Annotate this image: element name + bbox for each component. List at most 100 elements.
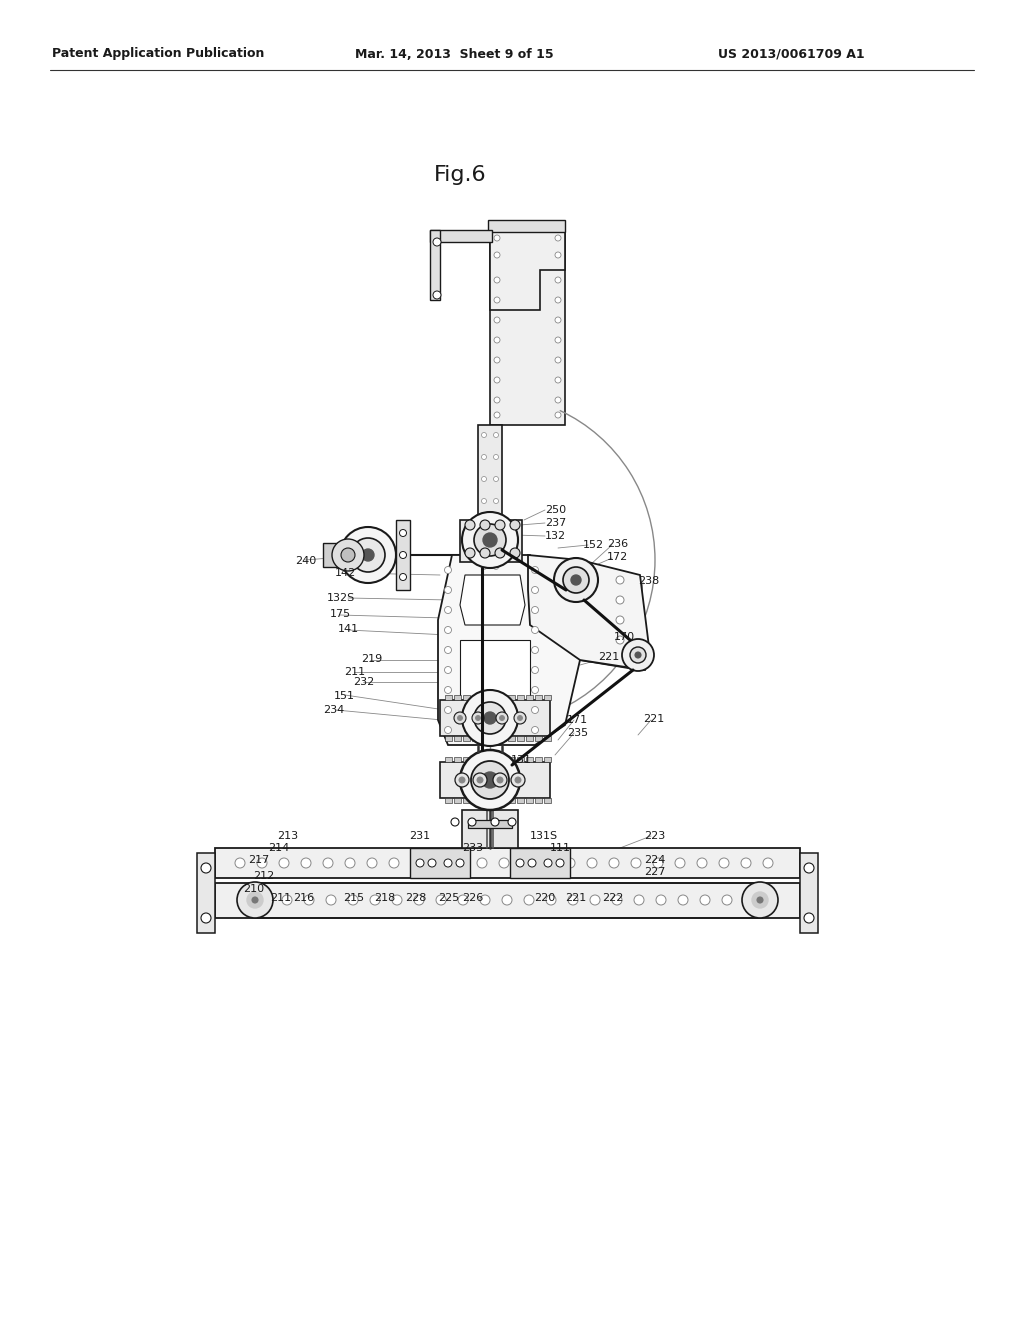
Circle shape: [455, 858, 465, 869]
Bar: [460, 640, 530, 700]
Circle shape: [521, 858, 531, 869]
Bar: [490, 737, 497, 741]
Circle shape: [587, 858, 597, 869]
Text: 216: 216: [293, 894, 314, 903]
Circle shape: [494, 454, 499, 459]
Circle shape: [555, 378, 561, 383]
Circle shape: [508, 818, 516, 826]
Bar: [499, 737, 506, 741]
Circle shape: [462, 690, 518, 746]
Circle shape: [341, 548, 355, 562]
Text: 221: 221: [565, 894, 587, 903]
Circle shape: [494, 520, 499, 525]
Bar: [215, 847, 800, 878]
Circle shape: [515, 777, 521, 783]
Circle shape: [722, 895, 732, 906]
Text: 236: 236: [607, 539, 628, 549]
Circle shape: [555, 277, 561, 282]
Circle shape: [301, 858, 311, 869]
Circle shape: [531, 627, 539, 634]
Circle shape: [531, 606, 539, 614]
Text: 221: 221: [643, 714, 665, 723]
Circle shape: [502, 895, 512, 906]
Bar: [544, 756, 551, 762]
Text: Fig.6: Fig.6: [434, 165, 486, 185]
Bar: [323, 543, 340, 568]
Text: 132: 132: [545, 531, 566, 541]
Circle shape: [444, 726, 452, 734]
Circle shape: [494, 277, 500, 282]
Bar: [445, 737, 452, 741]
Circle shape: [616, 636, 624, 644]
Circle shape: [304, 895, 314, 906]
Circle shape: [635, 652, 641, 657]
Text: 111: 111: [550, 843, 571, 853]
Circle shape: [490, 818, 499, 826]
Bar: [508, 696, 515, 700]
Circle shape: [494, 433, 499, 437]
Circle shape: [531, 566, 539, 573]
Circle shape: [590, 895, 600, 906]
Circle shape: [456, 859, 464, 867]
Circle shape: [416, 859, 424, 867]
Circle shape: [481, 499, 486, 503]
Circle shape: [433, 238, 441, 246]
Bar: [463, 696, 470, 700]
Text: 211: 211: [344, 667, 366, 677]
Circle shape: [493, 774, 507, 787]
Circle shape: [531, 667, 539, 673]
Text: 171: 171: [567, 715, 588, 725]
Circle shape: [460, 750, 520, 810]
Circle shape: [475, 715, 480, 721]
Circle shape: [524, 895, 534, 906]
Circle shape: [340, 527, 396, 583]
Circle shape: [804, 863, 814, 873]
Circle shape: [499, 858, 509, 869]
Circle shape: [494, 397, 500, 403]
Bar: [454, 756, 461, 762]
Polygon shape: [438, 554, 640, 744]
Circle shape: [465, 520, 475, 531]
Circle shape: [444, 647, 452, 653]
Bar: [488, 220, 565, 232]
Text: 217: 217: [248, 855, 269, 865]
Bar: [463, 737, 470, 741]
Circle shape: [458, 895, 468, 906]
Circle shape: [428, 859, 436, 867]
Circle shape: [481, 454, 486, 459]
Bar: [440, 762, 550, 799]
Bar: [499, 756, 506, 762]
Circle shape: [323, 858, 333, 869]
Circle shape: [477, 777, 483, 783]
Circle shape: [444, 566, 452, 573]
Bar: [490, 756, 497, 762]
Text: 215: 215: [343, 894, 365, 903]
Circle shape: [804, 913, 814, 923]
Bar: [478, 425, 502, 579]
Bar: [517, 756, 524, 762]
Bar: [544, 799, 551, 803]
Bar: [472, 756, 479, 762]
Circle shape: [500, 715, 505, 721]
Circle shape: [454, 711, 466, 723]
Circle shape: [630, 647, 646, 663]
Bar: [481, 756, 488, 762]
Circle shape: [563, 568, 589, 593]
Bar: [490, 224, 565, 425]
Circle shape: [554, 558, 598, 602]
Circle shape: [247, 892, 263, 908]
Bar: [462, 810, 518, 847]
Circle shape: [345, 858, 355, 869]
Circle shape: [555, 235, 561, 242]
Circle shape: [757, 898, 763, 903]
Bar: [472, 737, 479, 741]
Bar: [490, 799, 497, 803]
Circle shape: [616, 616, 624, 624]
Circle shape: [480, 895, 490, 906]
Bar: [430, 230, 440, 300]
Circle shape: [392, 895, 402, 906]
Circle shape: [484, 711, 496, 723]
Bar: [508, 799, 515, 803]
Bar: [472, 799, 479, 803]
Circle shape: [653, 858, 663, 869]
